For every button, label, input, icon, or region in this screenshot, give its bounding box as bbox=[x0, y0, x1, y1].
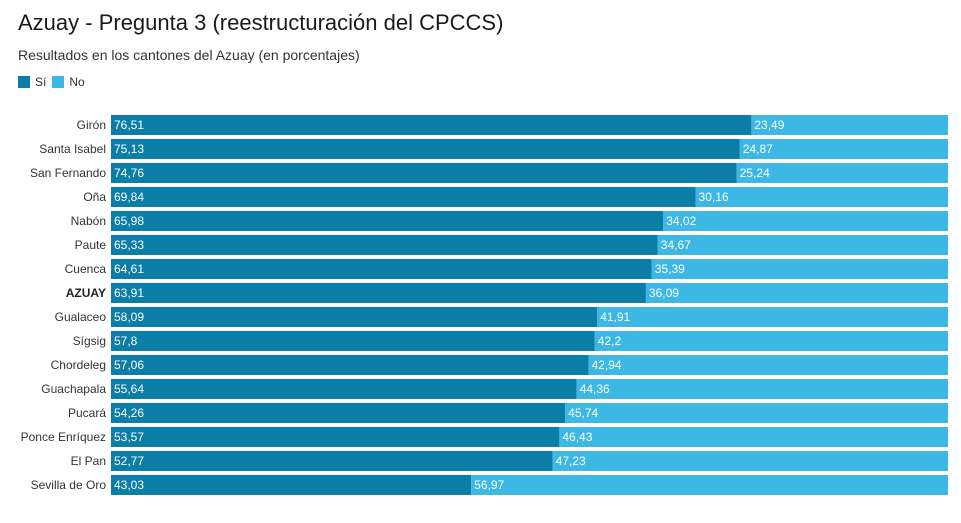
category-label-el-pan: El Pan bbox=[71, 454, 106, 468]
category-label-sevilla-de-oro: Sevilla de Oro bbox=[31, 478, 107, 492]
value-label-no-santa-isabel: 24,87 bbox=[743, 142, 773, 156]
bar-no-chordeleg[interactable] bbox=[588, 355, 948, 375]
category-label-nabon: Nabón bbox=[71, 214, 106, 228]
legend-swatch-si bbox=[18, 76, 30, 88]
value-label-si-ona: 69,84 bbox=[114, 190, 144, 204]
category-label-sigsig: Sígsig bbox=[73, 334, 106, 348]
bar-si-gualaceo[interactable] bbox=[111, 307, 598, 327]
bar-no-ponce-enriquez[interactable] bbox=[559, 427, 948, 447]
value-label-si-paute: 65,33 bbox=[114, 238, 144, 252]
chart-subtitle: Resultados en los cantones del Azuay (en… bbox=[18, 47, 360, 63]
value-label-si-gualaceo: 58,09 bbox=[114, 310, 144, 324]
bar-no-gualaceo[interactable] bbox=[597, 307, 948, 327]
category-label-giron: Girón bbox=[77, 118, 106, 132]
value-label-si-el-pan: 52,77 bbox=[114, 454, 144, 468]
value-label-no-chordeleg: 42,94 bbox=[592, 358, 622, 372]
bar-si-azuay[interactable] bbox=[111, 283, 646, 303]
legend-item-no[interactable]: No bbox=[52, 75, 85, 89]
bar-si-chordeleg[interactable] bbox=[111, 355, 589, 375]
bar-si-el-pan[interactable] bbox=[111, 451, 553, 471]
bar-si-pucara[interactable] bbox=[111, 403, 566, 423]
value-label-no-cuenca: 35,39 bbox=[655, 262, 685, 276]
bar-no-guachapala[interactable] bbox=[576, 379, 948, 399]
value-label-si-pucara: 54,26 bbox=[114, 406, 144, 420]
value-label-si-ponce-enriquez: 53,57 bbox=[114, 430, 144, 444]
legend-swatch-no bbox=[52, 76, 65, 88]
legend: Sí No bbox=[18, 75, 91, 89]
bar-si-ponce-enriquez[interactable] bbox=[111, 427, 560, 447]
value-label-no-giron: 23,49 bbox=[754, 118, 784, 132]
value-label-si-sevilla-de-oro: 43,03 bbox=[114, 478, 144, 492]
value-label-si-sigsig: 57,8 bbox=[114, 334, 138, 348]
value-label-no-sigsig: 42,2 bbox=[598, 334, 622, 348]
value-label-no-gualaceo: 41,91 bbox=[600, 310, 630, 324]
value-label-no-paute: 34,67 bbox=[661, 238, 691, 252]
category-label-azuay: AZUAY bbox=[66, 286, 106, 300]
bar-no-sevilla-de-oro[interactable] bbox=[471, 475, 948, 495]
category-label-guachapala: Guachapala bbox=[41, 382, 106, 396]
value-label-si-cuenca: 64,61 bbox=[114, 262, 144, 276]
value-label-si-azuay: 63,91 bbox=[114, 286, 144, 300]
bar-no-santa-isabel[interactable] bbox=[739, 139, 948, 159]
value-label-si-santa-isabel: 75,13 bbox=[114, 142, 144, 156]
bar-si-giron[interactable] bbox=[111, 115, 752, 135]
value-label-no-nabon: 34,02 bbox=[666, 214, 696, 228]
legend-item-si[interactable]: Sí bbox=[18, 75, 46, 89]
value-label-no-ona: 30,16 bbox=[699, 190, 729, 204]
bar-no-san-fernando[interactable] bbox=[736, 163, 948, 183]
bar-no-paute[interactable] bbox=[657, 235, 948, 255]
category-label-paute: Paute bbox=[75, 238, 107, 252]
bar-no-cuenca[interactable] bbox=[651, 259, 948, 279]
bar-si-nabon[interactable] bbox=[111, 211, 664, 231]
chart-title: Azuay - Pregunta 3 (reestructuración del… bbox=[18, 10, 504, 35]
legend-label-no: No bbox=[69, 75, 85, 89]
category-label-gualaceo: Gualaceo bbox=[55, 310, 107, 324]
bar-si-ona[interactable] bbox=[111, 187, 696, 207]
bar-si-cuenca[interactable] bbox=[111, 259, 652, 279]
value-label-no-pucara: 45,74 bbox=[568, 406, 598, 420]
category-label-cuenca: Cuenca bbox=[65, 262, 107, 276]
category-label-chordeleg: Chordeleg bbox=[51, 358, 106, 372]
category-label-ponce-enriquez: Ponce Enríquez bbox=[21, 430, 106, 444]
value-label-si-nabon: 65,98 bbox=[114, 214, 144, 228]
value-label-si-san-fernando: 74,76 bbox=[114, 166, 144, 180]
value-label-si-chordeleg: 57,06 bbox=[114, 358, 144, 372]
bar-no-el-pan[interactable] bbox=[552, 451, 948, 471]
value-label-no-san-fernando: 25,24 bbox=[740, 166, 770, 180]
category-label-ona: Oña bbox=[83, 190, 106, 204]
value-label-no-el-pan: 47,23 bbox=[556, 454, 586, 468]
bar-si-sevilla-de-oro[interactable] bbox=[111, 475, 472, 495]
value-label-no-azuay: 36,09 bbox=[649, 286, 679, 300]
bar-no-ona[interactable] bbox=[695, 187, 948, 207]
legend-label-si: Sí bbox=[35, 75, 47, 89]
bar-si-guachapala[interactable] bbox=[111, 379, 577, 399]
bar-no-giron[interactable] bbox=[751, 115, 948, 135]
bar-si-santa-isabel[interactable] bbox=[111, 139, 740, 159]
value-label-no-guachapala: 44,36 bbox=[580, 382, 610, 396]
value-label-si-guachapala: 55,64 bbox=[114, 382, 144, 396]
bar-no-nabon[interactable] bbox=[663, 211, 948, 231]
bar-si-paute[interactable] bbox=[111, 235, 658, 255]
value-label-no-sevilla-de-oro: 56,97 bbox=[474, 478, 504, 492]
bar-no-sigsig[interactable] bbox=[594, 331, 948, 351]
category-label-santa-isabel: Santa Isabel bbox=[39, 142, 106, 156]
value-label-si-giron: 76,51 bbox=[114, 118, 144, 132]
category-label-san-fernando: San Fernando bbox=[30, 166, 106, 180]
bar-si-san-fernando[interactable] bbox=[111, 163, 737, 183]
category-label-pucara: Pucará bbox=[68, 406, 106, 420]
bar-si-sigsig[interactable] bbox=[111, 331, 595, 351]
bar-no-azuay[interactable] bbox=[645, 283, 948, 303]
bar-no-pucara[interactable] bbox=[565, 403, 948, 423]
value-label-no-ponce-enriquez: 46,43 bbox=[562, 430, 592, 444]
